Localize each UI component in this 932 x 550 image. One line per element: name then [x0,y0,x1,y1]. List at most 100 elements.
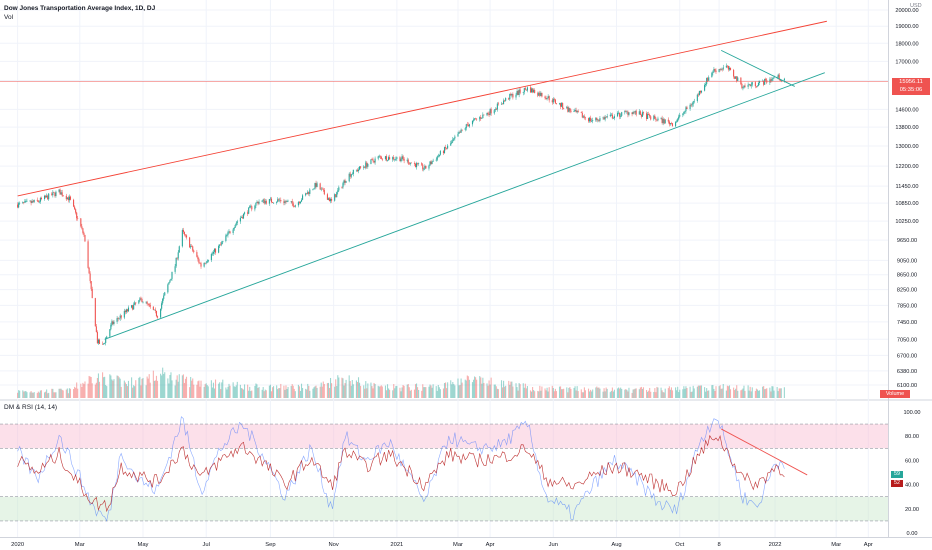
time-tick-label: Mar [453,542,463,548]
volume-bar [307,383,309,398]
candle-body [196,252,198,257]
candle-body [523,88,525,93]
candle-body [381,158,383,160]
candle-body [77,218,79,219]
volume-bar [123,380,125,398]
volume-bar [403,385,405,398]
volume-bar [525,388,527,398]
volume-bar [82,382,84,398]
volume-bar [684,388,686,398]
volume-bar [656,386,658,398]
volume-bar [18,390,20,398]
candle-body [341,187,343,188]
volume-bar [526,386,528,398]
candle-body [442,151,445,154]
candle-body [516,91,518,95]
candle-body [75,209,77,213]
candle-body [625,111,627,112]
candle-body [218,245,220,253]
volume-bar [146,376,148,398]
candle-body [410,162,412,164]
volume-bar [705,391,707,398]
volume-bar [84,381,86,398]
candle-body [691,104,693,106]
volume-bar [235,385,237,398]
candle-body [399,157,401,162]
candle-body [284,201,286,203]
volume-bar [693,388,695,398]
candle-body [575,109,577,113]
volume-bar [641,388,643,398]
volume-bar [389,389,391,398]
candle-body [268,199,270,204]
volume-bar [98,381,101,398]
candle-body [553,98,555,100]
volume-bar [541,386,543,398]
candle-body [257,201,259,204]
support-trendline [104,72,825,340]
candle-body [541,92,543,97]
volume-bar [119,378,121,398]
volume-bar [336,386,338,398]
candle-body [613,116,616,119]
candle-body [519,89,521,93]
candle-body [74,206,76,210]
volume-bar [30,391,32,398]
candle-body [351,174,353,175]
volume-bar [618,387,620,398]
candle-body [142,301,144,303]
volume-bar [627,391,629,398]
candle-body [727,65,729,70]
volume-bar [106,386,108,398]
volume-bar [450,380,452,398]
price-tick-label: 10850.00 [895,201,918,207]
candle-body [256,201,258,203]
candle-body [539,92,541,96]
candle-body [568,108,570,112]
volume-bar [219,382,221,398]
volume-bar [575,390,577,398]
volume-bar [73,389,75,398]
volume-bar [500,380,503,398]
candle-body [321,188,323,190]
candle-body [783,78,785,81]
volume-bar [205,383,207,398]
volume-bar [154,380,156,398]
time-tick-label: May [138,542,149,548]
volume-bar [591,391,593,398]
candle-body [684,111,686,112]
volume-bar [428,386,430,398]
candle-body [490,109,492,114]
volume-bar [749,386,751,398]
volume-bar [619,388,621,398]
candle-body [338,187,340,191]
volume-bar [779,388,781,398]
volume-bar [661,390,663,398]
volume-bar [425,387,427,398]
volume-bar [435,386,437,398]
volume-bar [532,387,534,398]
candle-body [82,228,84,233]
candle-body [765,78,767,81]
trendlines[interactable] [0,20,888,476]
candle-body [402,156,404,159]
volume-bar [117,375,119,398]
volume-bar [242,389,245,398]
volume-bar [471,382,474,398]
volume-bar [341,377,343,398]
volume-bar [631,392,633,398]
candle-body [226,235,228,236]
volume-bar [233,386,235,398]
candle-body [589,117,591,122]
volume-bar [407,383,409,398]
candle-body [562,102,564,109]
volume-bar [258,386,260,398]
volume-bar [733,387,735,398]
candle-body [148,304,150,305]
candle-body [17,204,19,208]
candle-body [458,132,460,134]
candle-body [770,79,772,81]
volume-bar [314,386,316,398]
candle-body [88,267,90,274]
candle-body [552,98,554,103]
